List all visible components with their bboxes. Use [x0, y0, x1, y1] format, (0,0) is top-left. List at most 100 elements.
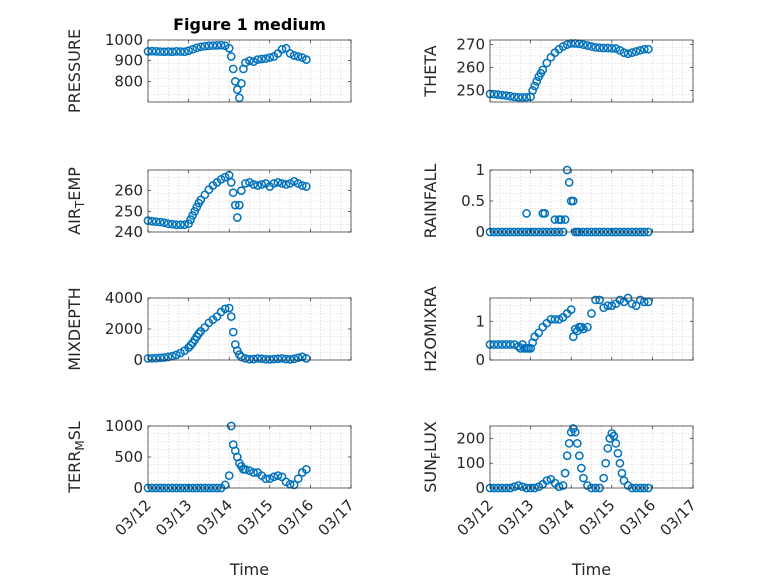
subplot-3: 240 250 260 AIRTEMP — [65, 167, 352, 241]
y-axis-label: RAINFALL — [421, 164, 440, 239]
data-point — [611, 44, 621, 53]
data-point — [196, 195, 206, 205]
data-point — [611, 439, 621, 448]
axes-box — [147, 169, 352, 233]
data-point — [163, 352, 173, 362]
data-point — [607, 429, 617, 438]
data-point — [301, 354, 311, 363]
subplot-1: 800 900 1000 PRESSURE Figure 1 medium — [65, 15, 352, 113]
data-point — [564, 439, 574, 448]
data-point — [627, 299, 637, 309]
data-point — [554, 482, 564, 492]
data-point — [293, 474, 303, 484]
data-point — [623, 49, 633, 59]
data-point — [289, 480, 299, 490]
data-point — [261, 354, 271, 364]
axes-box — [489, 297, 694, 361]
data-point — [532, 76, 542, 86]
y-axis-label-part: H2OMIXRA — [421, 286, 440, 372]
data-point — [510, 340, 519, 349]
data-point — [297, 181, 307, 190]
data-point — [619, 48, 629, 57]
data-point — [599, 303, 609, 313]
data-point — [208, 41, 218, 50]
data-point — [194, 329, 204, 338]
data-point — [631, 301, 641, 311]
y-tick-label: 800 — [114, 72, 143, 90]
data-point — [514, 481, 523, 490]
data-point — [220, 304, 230, 314]
data-point — [518, 482, 527, 492]
y-axis-label-part: TERR — [65, 451, 84, 494]
data-point — [226, 178, 236, 187]
y-axis-label-part: RAINFALL — [421, 164, 440, 239]
x-axis-label: Time — [229, 560, 269, 579]
data-point — [212, 41, 222, 50]
data-point — [285, 355, 295, 364]
data-point — [228, 64, 238, 74]
data-point — [184, 46, 193, 56]
data-point — [639, 44, 649, 54]
data-point — [528, 86, 537, 95]
data-point — [497, 340, 507, 349]
y-tick-label: 1 — [475, 312, 485, 330]
y-tick-label: 1000 — [105, 31, 143, 49]
y-axis-label-part: EMP — [65, 167, 84, 201]
data-point — [643, 44, 653, 54]
data-point — [289, 51, 299, 60]
data-point — [220, 480, 230, 490]
data-point — [560, 215, 570, 224]
y-tick-label: 200 — [456, 429, 485, 447]
data-point — [269, 354, 279, 364]
data-point — [269, 179, 279, 188]
y-axis-label-part: SUN — [421, 459, 440, 493]
data-point — [147, 46, 157, 56]
data-point — [501, 340, 511, 349]
data-point — [558, 42, 568, 51]
data-point — [599, 473, 609, 483]
data-point — [505, 340, 515, 349]
data-point — [558, 481, 568, 490]
data-point — [568, 196, 578, 206]
data-point — [550, 314, 560, 324]
data-point — [293, 52, 303, 61]
data-point — [591, 42, 600, 52]
y-axis-label-part: M — [73, 440, 87, 450]
data-point — [147, 216, 157, 226]
y-tick-label: 500 — [114, 448, 143, 466]
y-axis-label: PRESSURE — [65, 29, 84, 113]
data-point — [579, 324, 588, 334]
data-point — [249, 468, 258, 477]
data-point — [176, 220, 185, 230]
axes-box — [489, 425, 694, 489]
y-axis-label: SUNFLUX — [421, 421, 443, 493]
data-point — [528, 338, 537, 347]
data-point — [560, 468, 570, 478]
data-point — [505, 91, 515, 101]
data-point — [265, 53, 275, 62]
data-point — [568, 332, 578, 342]
data-point — [172, 350, 181, 360]
data-point — [627, 48, 637, 57]
data-point — [514, 93, 523, 102]
data-point — [186, 340, 195, 350]
y-tick-label: 900 — [114, 52, 143, 70]
data-point — [534, 328, 544, 338]
data-point — [261, 54, 271, 63]
y-tick-label: 260 — [456, 59, 485, 77]
data-point — [245, 56, 254, 66]
y-tick-label: 1000 — [105, 417, 143, 435]
data-point — [249, 180, 258, 189]
data-point — [269, 472, 279, 482]
y-tick-label: 250 — [114, 202, 143, 220]
y-tick-label: 250 — [456, 82, 485, 100]
y-axis-label-part: MIXDEPTH — [65, 287, 84, 370]
y-axis-label: AIRTEMP — [65, 167, 87, 235]
data-point — [277, 354, 287, 363]
data-point — [224, 471, 234, 480]
data-point — [615, 458, 625, 468]
data-point — [550, 215, 560, 224]
data-point — [228, 188, 238, 198]
data-point — [293, 353, 303, 363]
